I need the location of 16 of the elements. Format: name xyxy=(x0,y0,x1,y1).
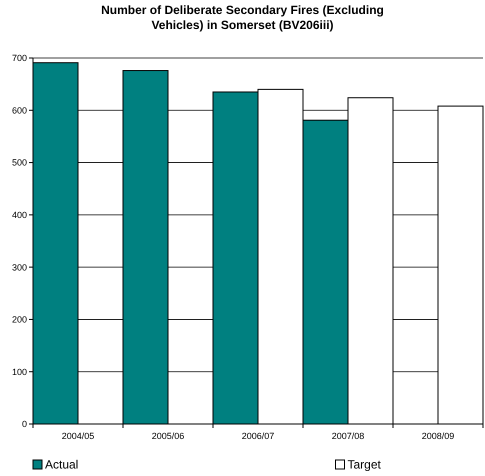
legend-label: Target xyxy=(348,458,382,472)
x-tick-label: 2007/08 xyxy=(332,431,364,441)
x-tick-label: 2008/09 xyxy=(422,431,454,441)
y-tick-label: 400 xyxy=(12,210,27,220)
y-tick-label: 500 xyxy=(12,158,27,168)
y-tick-label: 600 xyxy=(12,105,27,116)
y-tick-label: 700 xyxy=(12,53,27,64)
x-tick-label: 2005/06 xyxy=(152,431,184,441)
x-tick-label: 2006/07 xyxy=(242,431,274,441)
legend-label: Actual xyxy=(45,458,78,472)
y-tick-label: 200 xyxy=(12,314,27,325)
y-tick-label: 0 xyxy=(22,419,27,430)
y-tick-label: 300 xyxy=(12,262,27,272)
x-tick-label: 2004/05 xyxy=(62,431,94,441)
y-tick-label: 100 xyxy=(12,366,27,377)
chart-title: Number of Deliberate Secondary Fires (Excluding Vehicles) in Somerset (BV206iii) xyxy=(101,3,384,32)
